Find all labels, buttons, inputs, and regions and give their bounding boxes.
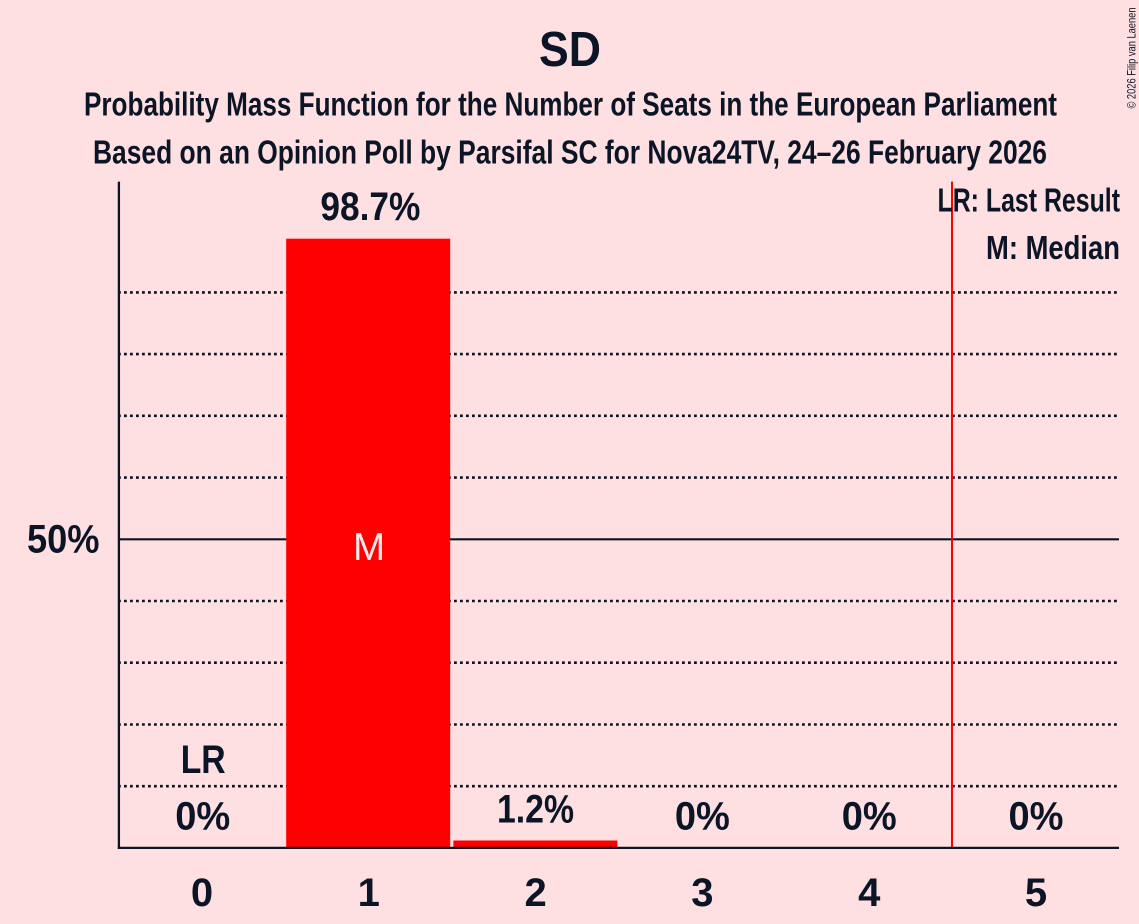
svg-text:LR: LR	[181, 738, 226, 782]
svg-text:2: 2	[524, 871, 546, 915]
svg-text:0%: 0%	[842, 795, 897, 839]
svg-text:0: 0	[191, 871, 213, 915]
svg-text:4: 4	[858, 871, 881, 915]
svg-text:0%: 0%	[675, 795, 730, 839]
svg-text:0%: 0%	[175, 795, 230, 839]
svg-text:0%: 0%	[1009, 795, 1064, 839]
svg-text:M: M	[353, 526, 385, 569]
svg-text:3: 3	[691, 871, 713, 915]
svg-text:1: 1	[358, 871, 380, 915]
svg-text:50%: 50%	[27, 517, 100, 561]
svg-text:M: Median: M: Median	[986, 229, 1120, 266]
svg-text:1.2%: 1.2%	[497, 788, 574, 832]
svg-text:98.7%: 98.7%	[320, 185, 420, 229]
svg-text:Based on an Opinion Poll by Pa: Based on an Opinion Poll by Parsifal SC …	[93, 134, 1047, 171]
svg-text:Probability Mass Function for: Probability Mass Function for the Number…	[84, 86, 1057, 123]
svg-text:© 2026 Filip van Laenen: © 2026 Filip van Laenen	[1125, 8, 1139, 109]
svg-text:LR: Last Result: LR: Last Result	[938, 182, 1121, 219]
svg-text:5: 5	[1025, 871, 1047, 915]
svg-text:SD: SD	[539, 23, 601, 77]
